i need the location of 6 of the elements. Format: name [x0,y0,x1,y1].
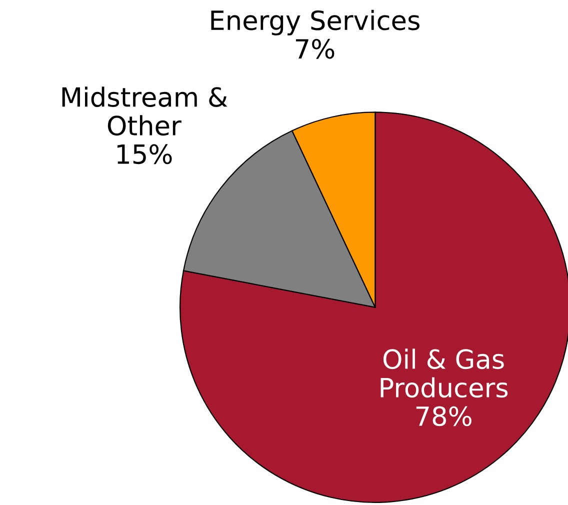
data-label: 15% [117,144,172,164]
slice-label: Oil & Gas Producers [380,348,508,398]
data-label: 78% [416,406,472,426]
slice-label: Midstream & Other [62,86,228,136]
data-label: 7% [296,38,334,59]
slice-label: Energy Services [211,10,420,36]
